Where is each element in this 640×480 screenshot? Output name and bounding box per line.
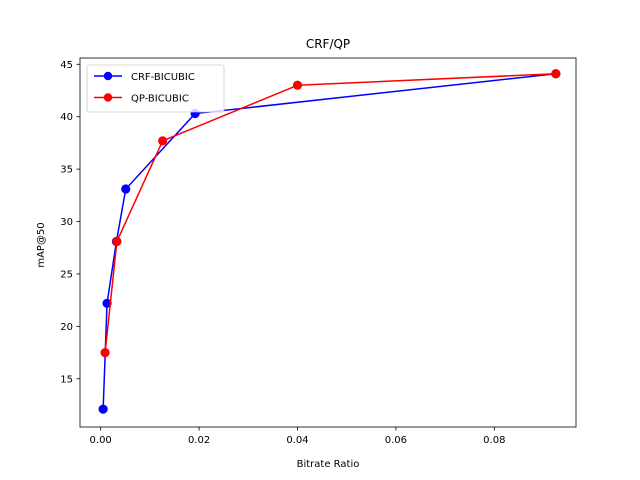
data-point bbox=[121, 184, 131, 194]
legend-label: CRF-BICUBIC bbox=[131, 72, 195, 83]
x-tick-label: 0.02 bbox=[188, 435, 210, 446]
y-tick-label: 45 bbox=[60, 60, 73, 71]
legend-marker bbox=[103, 71, 113, 81]
data-point bbox=[98, 404, 108, 414]
chart-title: CRF/QP bbox=[306, 37, 350, 51]
y-tick-label: 40 bbox=[60, 112, 73, 123]
data-point bbox=[100, 347, 110, 358]
data-point bbox=[551, 69, 561, 79]
data-point bbox=[102, 298, 112, 308]
plot-frame bbox=[79, 57, 577, 428]
y-tick-label: 15 bbox=[60, 374, 73, 385]
legend-label: QP-BICUBIC bbox=[131, 94, 189, 105]
y-axis-label: mAP@50 bbox=[36, 222, 47, 267]
x-tick-label: 0.06 bbox=[385, 435, 407, 446]
plot-area: 0.00 0.02 0.04 0.06 0.08 15 20 25 30 35 40 45 bbox=[60, 57, 577, 446]
series-line-0 bbox=[102, 72, 556, 410]
x-axis-label: Bitrate Ratio bbox=[297, 459, 360, 470]
x-tick-label: 0.04 bbox=[286, 435, 308, 446]
y-tick-label: 20 bbox=[60, 322, 73, 333]
data-point bbox=[158, 136, 168, 146]
x-tick-label: 0.08 bbox=[483, 435, 505, 446]
data-point bbox=[292, 80, 303, 90]
y-tick-label: 25 bbox=[60, 269, 73, 280]
y-tick-label: 30 bbox=[60, 217, 73, 228]
data-point bbox=[112, 236, 122, 247]
legend-marker bbox=[103, 93, 113, 102]
y-tick-label: 35 bbox=[60, 165, 73, 176]
x-tick-label: 0.00 bbox=[90, 435, 112, 446]
legend: CRF-BICUBIC QP-BICUBIC bbox=[86, 64, 225, 113]
